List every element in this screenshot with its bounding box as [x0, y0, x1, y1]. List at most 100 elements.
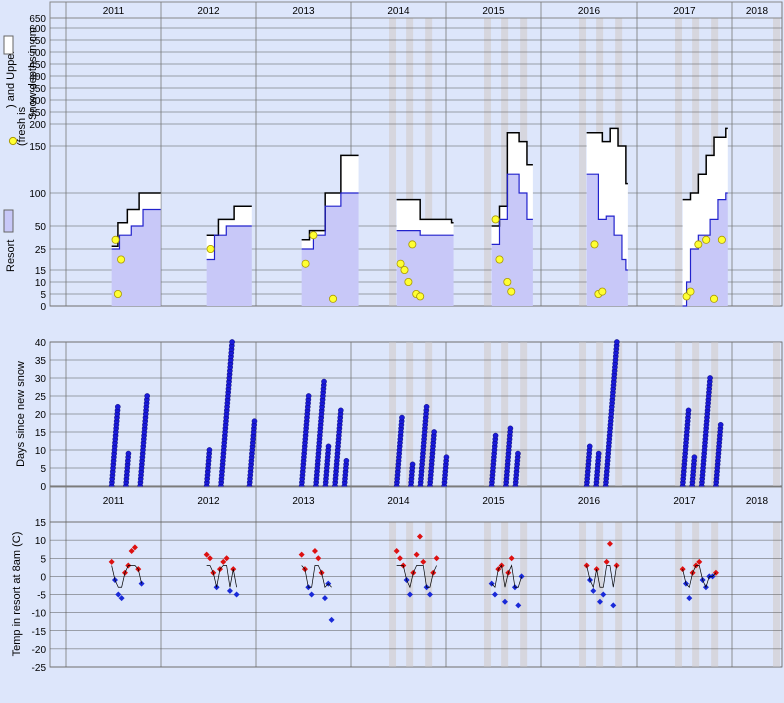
temp-point-2017	[686, 595, 693, 602]
depth-tick-label: 200	[29, 120, 46, 131]
temp-point-2014	[416, 533, 423, 540]
fresh-snow-marker-2011	[117, 255, 126, 264]
days-point-2016	[586, 443, 593, 450]
upper-depth-area-2015	[491, 132, 533, 245]
days-point-2016	[595, 450, 602, 457]
temp-point-2011	[115, 591, 122, 598]
depth-tick-label: 25	[35, 245, 47, 256]
fresh-snow-marker-2017	[702, 235, 711, 244]
year-header-top	[49, 1, 783, 19]
upper-depth-line-2013	[301, 154, 359, 241]
temp-point-2015	[515, 602, 522, 609]
fresh-snow-marker-2015	[495, 255, 504, 264]
days-point-2015	[507, 425, 514, 432]
year-label-top: 2011	[103, 6, 125, 17]
fresh-snow-marker-2014	[408, 240, 417, 249]
temp-point-2016	[606, 540, 613, 547]
days-axis-label: Days since new snow	[15, 361, 27, 467]
fresh-snow-marker-2015	[503, 277, 512, 286]
year-label-middle: 2018	[746, 496, 769, 507]
days-point-2013	[305, 393, 312, 399]
upper-depth-line-2015	[491, 132, 533, 227]
year-label-middle: 2016	[578, 496, 601, 507]
temp-point-2016	[600, 591, 607, 598]
depth-tick-label: 100	[29, 189, 46, 200]
depth-tick-label: 500	[29, 48, 46, 59]
temp-point-2015	[491, 591, 498, 598]
upper-depth-area-2012	[206, 206, 252, 260]
temp-tick-label: -20	[32, 645, 47, 656]
temp-point-2016	[603, 558, 610, 565]
depth-tick-label: 0	[40, 302, 46, 313]
year-label-top: 2014	[387, 6, 410, 17]
depth-tick-label: 250	[29, 108, 46, 119]
resort-depth-area-2015	[491, 174, 533, 306]
temp-trend-line-2012	[206, 565, 237, 588]
fresh-snow-marker-2013	[309, 231, 318, 240]
days-point-2012	[251, 418, 258, 425]
season-stripe-depth-2014-1	[406, 18, 414, 306]
year-header-middle	[49, 486, 783, 523]
temp-point-2011	[131, 544, 138, 551]
fresh-snow-marker-2016	[598, 287, 607, 296]
resort-depth-line-2015	[491, 173, 533, 245]
temp-point-2013	[315, 555, 322, 562]
resort-depth-line-2017	[682, 192, 728, 307]
upper-depth-line-2016	[586, 127, 628, 185]
temp-point-2014	[393, 548, 400, 554]
days-point-2017	[717, 421, 724, 428]
temp-point-2012	[220, 558, 227, 565]
days-tick-label: 30	[35, 374, 47, 385]
temp-point-2013	[298, 551, 305, 558]
fresh-snow-marker-2017	[686, 287, 695, 296]
year-label-middle: 2017	[673, 496, 696, 507]
temp-tick-label: -10	[32, 609, 47, 620]
resort-depth-area-2016	[586, 174, 628, 306]
fresh-snow-marker-2017	[717, 235, 726, 244]
fresh-snow-marker-2014	[404, 277, 413, 286]
temp-point-2011	[108, 558, 115, 565]
season-stripe-depth-2014-2	[425, 18, 433, 306]
resort-depth-line-2016	[586, 173, 628, 271]
temp-point-2015	[508, 555, 515, 562]
depth-tick-label: 150	[29, 142, 46, 153]
temp-point-2014	[396, 555, 403, 562]
depth-tick-label: 300	[29, 96, 46, 107]
temp-point-2014	[406, 591, 413, 598]
fresh-snow-marker-2017	[710, 294, 719, 303]
days-point-2014	[423, 403, 430, 410]
temp-point-2015	[501, 598, 508, 605]
days-point-2013	[321, 378, 327, 385]
days-point-2013	[338, 407, 344, 414]
days-point-2012	[206, 447, 213, 453]
days-point-2017	[685, 407, 692, 414]
resort-depth-line-2013	[301, 192, 359, 250]
days-point-2013	[343, 457, 350, 464]
resort-depth-line-2012	[206, 225, 252, 261]
temp-point-2012	[223, 555, 230, 562]
depth-axis-label-units: Snow depths in cm	[27, 27, 39, 120]
temp-point-2014	[413, 551, 420, 558]
year-label-middle: 2011	[103, 496, 125, 507]
upper-depth-line-2017	[682, 127, 728, 201]
temp-trend-line-2014	[396, 565, 437, 589]
depth-tick-label: 400	[29, 72, 46, 83]
temp-trend-line-2017	[682, 565, 717, 589]
days-point-2015	[515, 450, 521, 457]
fresh-snow-marker-2011	[113, 289, 122, 298]
year-label-top: 2016	[578, 6, 601, 17]
days-point-2011	[115, 403, 121, 410]
year-label-top: 2015	[482, 6, 505, 17]
days-tick-label: 10	[35, 446, 47, 457]
temp-point-2016	[610, 602, 617, 609]
upper-depth-area-2017	[682, 128, 728, 306]
legend-upper-swatch	[3, 35, 14, 55]
temp-point-2013	[321, 595, 328, 602]
temp-tick-label: -25	[32, 663, 47, 674]
days-point-2014	[409, 461, 416, 468]
year-label-top: 2012	[197, 6, 220, 17]
temp-point-2014	[426, 591, 433, 598]
temp-trend-line-2015	[491, 564, 522, 589]
temp-axis-label: Temp in resort at 8am (C)	[11, 532, 23, 657]
